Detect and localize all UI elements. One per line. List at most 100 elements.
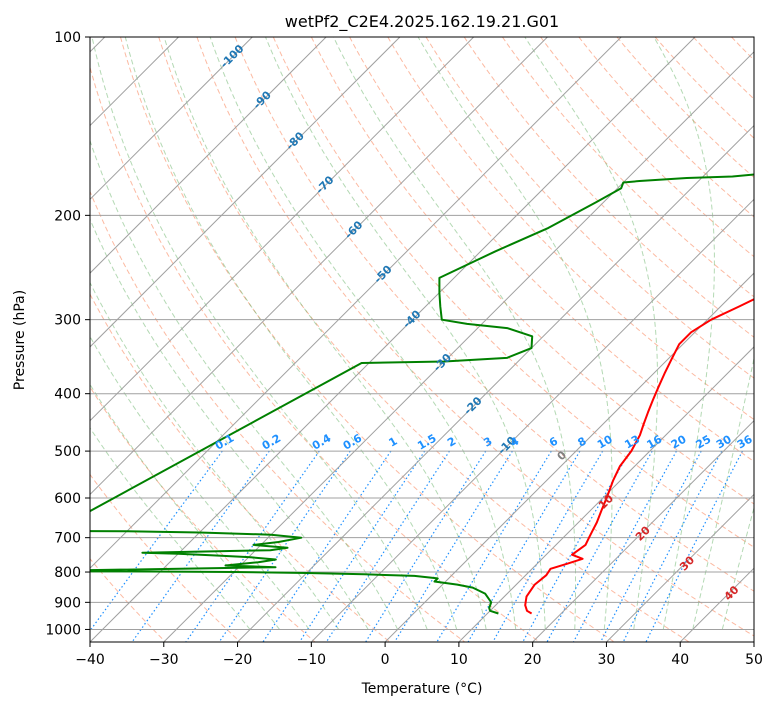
isotherm bbox=[90, 37, 475, 422]
dry-adiabat bbox=[310, 37, 754, 505]
x-tick-label: −20 bbox=[223, 652, 253, 668]
dry-adiabat bbox=[540, 37, 754, 258]
isotherm bbox=[90, 37, 622, 569]
isotherm bbox=[532, 419, 754, 642]
mixing-ratio-label: 10 bbox=[595, 432, 615, 451]
mixing-ratio-label: 16 bbox=[645, 432, 665, 451]
dry-adiabat bbox=[616, 37, 754, 179]
moist-adiabat bbox=[91, 37, 428, 630]
x-tick-label: 0 bbox=[381, 652, 390, 668]
y-tick-label: 500 bbox=[54, 444, 81, 460]
isotherm bbox=[90, 37, 253, 201]
x-axis-label: Temperature (°C) bbox=[361, 681, 483, 697]
dry-adiabat bbox=[196, 37, 754, 637]
isotherm bbox=[384, 272, 754, 642]
mixing-ratio-line bbox=[325, 450, 451, 642]
dry-adiabat bbox=[463, 37, 754, 338]
temperature-line bbox=[524, 298, 754, 615]
mixing-ratio-line bbox=[394, 450, 513, 642]
y-tick-label: 400 bbox=[54, 387, 81, 403]
x-tick-label: −40 bbox=[75, 652, 105, 668]
dry-adiabat bbox=[692, 37, 754, 100]
isotherm-label: -100 bbox=[218, 42, 247, 71]
series-lines bbox=[90, 173, 754, 615]
moist-adiabat bbox=[90, 139, 399, 630]
dry-adiabat bbox=[654, 37, 754, 139]
moist-adiabat bbox=[124, 37, 458, 630]
dry-adiabat bbox=[90, 190, 466, 642]
dry-adiabat bbox=[578, 37, 754, 218]
mixing-ratio-line bbox=[218, 450, 351, 642]
y-tick-label: 300 bbox=[54, 313, 81, 329]
mixing-ratio-label: 0.2 bbox=[260, 432, 283, 453]
mixing-ratio-label: 6 bbox=[547, 434, 560, 449]
isotherm bbox=[606, 493, 754, 642]
dry-adiabat bbox=[387, 37, 754, 421]
moist-adiabat-label: 30 bbox=[677, 553, 697, 573]
isotherm bbox=[753, 641, 754, 642]
isotherm-label: -50 bbox=[371, 263, 394, 286]
moist-adiabat bbox=[333, 37, 577, 630]
dry-adiabat bbox=[120, 37, 615, 642]
mixing-ratio-label: 36 bbox=[735, 432, 755, 451]
y-tick-label: 700 bbox=[54, 531, 81, 547]
dry-adiabat bbox=[272, 37, 754, 548]
y-tick-label: 1000 bbox=[45, 622, 81, 638]
x-tick-label: 50 bbox=[745, 652, 763, 668]
mixing-ratio-line bbox=[467, 450, 581, 642]
mixing-ratio-label: 20 bbox=[669, 432, 689, 451]
mixing-ratio-line bbox=[600, 450, 702, 642]
x-tick-label: 20 bbox=[524, 652, 542, 668]
moist-adiabat bbox=[90, 335, 310, 630]
y-tick-label: 900 bbox=[54, 595, 81, 611]
mixing-ratio-label: 3 bbox=[481, 435, 494, 450]
dry-adiabat bbox=[90, 65, 540, 642]
moist-adiabat bbox=[90, 281, 340, 630]
mixing-ratio-line bbox=[436, 450, 552, 642]
mixing-ratio-label: 2 bbox=[445, 435, 458, 450]
y-tick-label: 200 bbox=[54, 208, 81, 224]
moist-adiabat bbox=[90, 427, 251, 630]
mixing-ratio-label: 0.4 bbox=[310, 431, 334, 452]
dry-adiabat bbox=[770, 37, 775, 642]
isotherm bbox=[163, 51, 754, 642]
y-tick-label: 100 bbox=[54, 30, 81, 46]
x-tick-label: 30 bbox=[598, 652, 616, 668]
moist-adiabat bbox=[692, 356, 754, 630]
isotherm-label: -40 bbox=[400, 307, 423, 330]
x-tick-label: −30 bbox=[149, 652, 179, 668]
moist-adiabat bbox=[653, 37, 715, 630]
dry-adiabat bbox=[425, 37, 754, 379]
mixing-ratio-label: 1 bbox=[387, 435, 400, 450]
mixing-ratio-label: 25 bbox=[694, 433, 714, 452]
moist-adiabat bbox=[524, 37, 658, 630]
isotherm bbox=[237, 124, 754, 642]
mixing-ratio-line bbox=[572, 450, 677, 642]
moist-adiabat bbox=[265, 37, 546, 630]
x-tick-label: 10 bbox=[450, 652, 468, 668]
axes: −40 −30 −20 −10 0 10 20 30 40 5010020030040050060… bbox=[45, 30, 763, 668]
chart-title: wetPf2_C2E4.2025.162.19.21.G01 bbox=[285, 12, 559, 32]
moist-adiabat bbox=[209, 37, 517, 630]
x-tick-label: −10 bbox=[297, 652, 327, 668]
mixing-ratio-line bbox=[131, 450, 270, 642]
plot-frame bbox=[89, 36, 755, 643]
dry-adiabat bbox=[501, 37, 754, 298]
moist-adiabat bbox=[163, 37, 487, 630]
isotherm bbox=[90, 37, 401, 348]
dry-adiabat bbox=[349, 37, 754, 463]
moist-adiabat bbox=[721, 505, 754, 630]
dry-adiabat bbox=[90, 293, 391, 642]
isotherm bbox=[679, 567, 754, 642]
isotherm-label: -70 bbox=[313, 173, 336, 196]
mixing-ratio-label: 0.6 bbox=[341, 431, 365, 452]
isotherm bbox=[458, 346, 754, 642]
mixing-ratio-line bbox=[622, 450, 723, 642]
moist-adiabat-label: 0 bbox=[555, 448, 570, 463]
mixing-ratio-line bbox=[546, 450, 653, 642]
y-tick-label: 800 bbox=[54, 565, 81, 581]
dry-adiabat bbox=[731, 37, 754, 61]
mixing-ratio-line bbox=[299, 450, 426, 642]
